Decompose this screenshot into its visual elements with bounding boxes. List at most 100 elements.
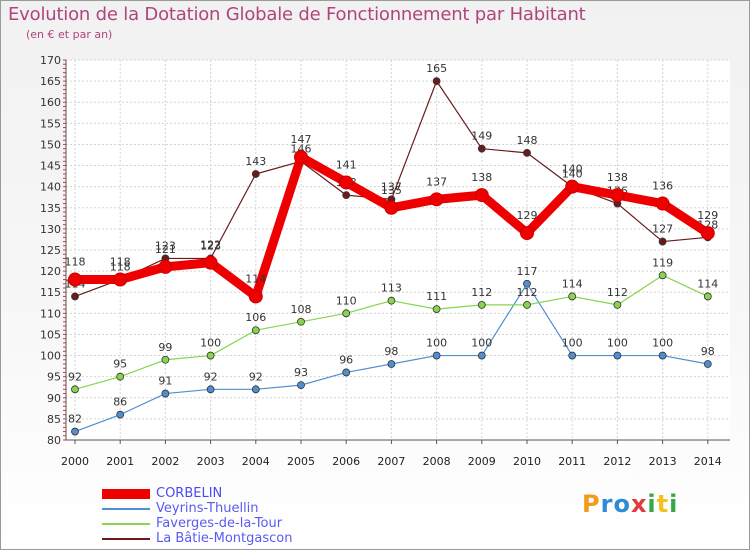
data-label: 108 (291, 303, 312, 316)
data-point (387, 296, 396, 305)
y-tick-label: 140 (40, 181, 61, 194)
data-label: 92 (249, 370, 263, 383)
x-tick-label: 2005 (287, 455, 315, 468)
logo-letter: P (582, 490, 601, 518)
y-tick-label: 135 (40, 202, 61, 215)
data-point (613, 300, 622, 309)
chart-title: Evolution de la Dotation Globale de Fonc… (8, 4, 586, 25)
data-point (342, 191, 351, 200)
data-label: 118 (110, 261, 131, 274)
data-point (655, 196, 670, 211)
data-label: 147 (291, 133, 312, 146)
data-label: 100 (607, 337, 628, 350)
data-point (384, 200, 399, 215)
data-point (342, 368, 351, 377)
y-tick-label: 170 (40, 54, 61, 67)
x-tick-label: 2014 (694, 455, 722, 468)
data-label: 118 (110, 256, 131, 269)
data-label: 82 (68, 413, 82, 426)
data-label: 114 (245, 272, 266, 285)
data-label: 100 (200, 337, 221, 350)
data-point (477, 351, 486, 360)
logo-letter: i (669, 490, 679, 518)
x-tick-label: 2002 (151, 455, 179, 468)
y-tick-label: 100 (40, 350, 61, 363)
data-label: 111 (426, 290, 447, 303)
data-point (251, 326, 260, 335)
data-label: 121 (155, 243, 176, 256)
data-point (658, 351, 667, 360)
data-point (71, 427, 79, 436)
x-tick-label: 2008 (423, 455, 451, 468)
logo-letter: i (647, 490, 657, 518)
data-point (523, 279, 531, 288)
data-label: 114 (562, 277, 583, 290)
x-tick-label: 2011 (558, 455, 586, 468)
data-point (251, 385, 260, 394)
data-label: 119 (652, 256, 673, 269)
legend-item: La Bâtie-Montgascon (102, 531, 292, 546)
x-tick-label: 2012 (603, 455, 631, 468)
data-label: 129 (697, 209, 718, 222)
data-point (206, 351, 215, 360)
data-label: 100 (471, 337, 492, 350)
data-point (113, 272, 128, 287)
data-label: 141 (336, 158, 357, 171)
data-label: 113 (381, 282, 402, 295)
data-label: 136 (652, 180, 673, 193)
y-tick-label: 110 (40, 307, 61, 320)
logo-letter: t (656, 490, 670, 518)
data-point (158, 259, 173, 274)
data-label: 100 (426, 337, 447, 350)
data-label: 110 (336, 294, 357, 307)
x-tick-label: 2004 (242, 455, 270, 468)
data-label: 114 (697, 277, 718, 290)
data-label: 118 (65, 256, 86, 269)
legend-swatch (102, 488, 150, 499)
data-label: 138 (471, 171, 492, 184)
data-label: 140 (562, 163, 583, 176)
data-point (432, 305, 441, 314)
data-label: 123 (155, 239, 176, 252)
data-point (432, 77, 441, 86)
legend-item: Veyrins-Thuellin (102, 501, 292, 516)
data-point (251, 170, 260, 178)
data-label: 117 (517, 265, 538, 278)
data-label: 112 (607, 286, 628, 299)
data-label: 138 (607, 171, 628, 184)
logo-letter: x (630, 490, 648, 518)
data-label: 98 (384, 345, 398, 358)
data-label: 112 (471, 286, 492, 299)
y-tick-label: 120 (40, 265, 61, 278)
data-point (523, 300, 531, 309)
data-label: 99 (158, 341, 172, 354)
data-point (520, 226, 534, 241)
data-point (432, 351, 441, 360)
logo-letter: r (600, 490, 614, 518)
legend-swatch (102, 507, 150, 510)
data-label: 100 (562, 337, 583, 350)
data-point (477, 144, 486, 153)
y-tick-label: 125 (40, 244, 61, 257)
data-label: 100 (652, 337, 673, 350)
y-tick-label: 165 (40, 75, 61, 88)
x-tick-label: 2001 (106, 455, 134, 468)
data-point (116, 410, 125, 419)
chart-subtitle: (en € et par an) (26, 28, 113, 41)
data-point (71, 292, 79, 301)
data-label: 112 (517, 286, 538, 299)
data-point (474, 188, 489, 203)
data-point (116, 372, 125, 381)
x-tick-label: 2000 (61, 455, 89, 468)
data-label: 106 (245, 311, 266, 324)
data-label: 98 (701, 345, 715, 358)
data-label: 135 (381, 184, 402, 197)
data-label: 93 (294, 366, 308, 379)
y-tick-label: 90 (47, 392, 61, 405)
data-label: 149 (471, 130, 492, 143)
data-point (206, 385, 215, 394)
data-label: 148 (517, 134, 538, 147)
x-tick-label: 2013 (649, 455, 677, 468)
data-point (477, 300, 486, 309)
